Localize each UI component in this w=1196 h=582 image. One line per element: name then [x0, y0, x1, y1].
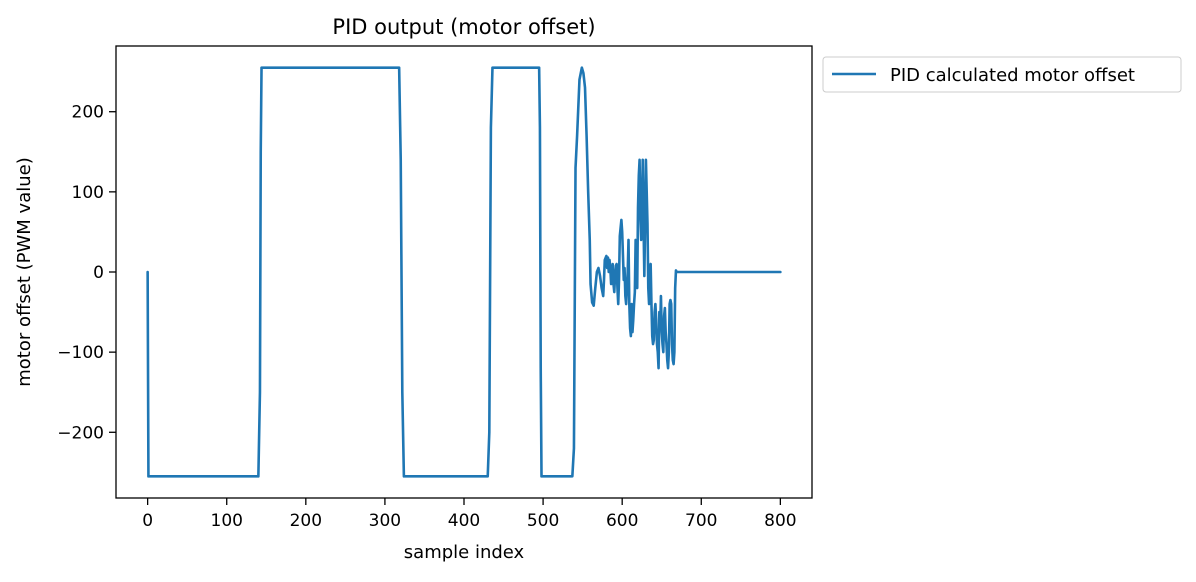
chart-title: PID output (motor offset) [332, 15, 595, 39]
x-axis-label: sample index [404, 542, 525, 563]
y-tick-label: 200 [72, 103, 104, 123]
x-tick-label: 200 [290, 511, 322, 531]
legend-box [822, 56, 1182, 93]
x-tick-label: 100 [211, 511, 243, 531]
x-tick-label: 700 [685, 511, 717, 531]
series-line-0 [146, 66, 782, 478]
legend: PID calculated motor offset [822, 56, 1182, 93]
x-tick-label: 300 [369, 511, 401, 531]
y-tick-label: 0 [93, 263, 104, 283]
x-tick-label: 600 [606, 511, 638, 531]
x-tick-label: 400 [448, 511, 480, 531]
x-tick-label: 800 [764, 511, 796, 531]
y-tick-label: −200 [57, 423, 104, 443]
x-tick-label: 0 [142, 511, 153, 531]
series-layer [146, 66, 782, 478]
x-axis-ticks: 0 100 200 300 400 500 600 700 800 [142, 498, 797, 531]
legend-entry-label: PID calculated motor offset [890, 65, 1135, 86]
x-tick-label: 500 [527, 511, 559, 531]
y-axis-label: motor offset (PWM value) [14, 157, 35, 387]
y-tick-label: 100 [72, 183, 104, 203]
y-tick-label: −100 [57, 343, 104, 363]
y-axis-ticks: −200 −100 0 100 200 [57, 103, 116, 443]
